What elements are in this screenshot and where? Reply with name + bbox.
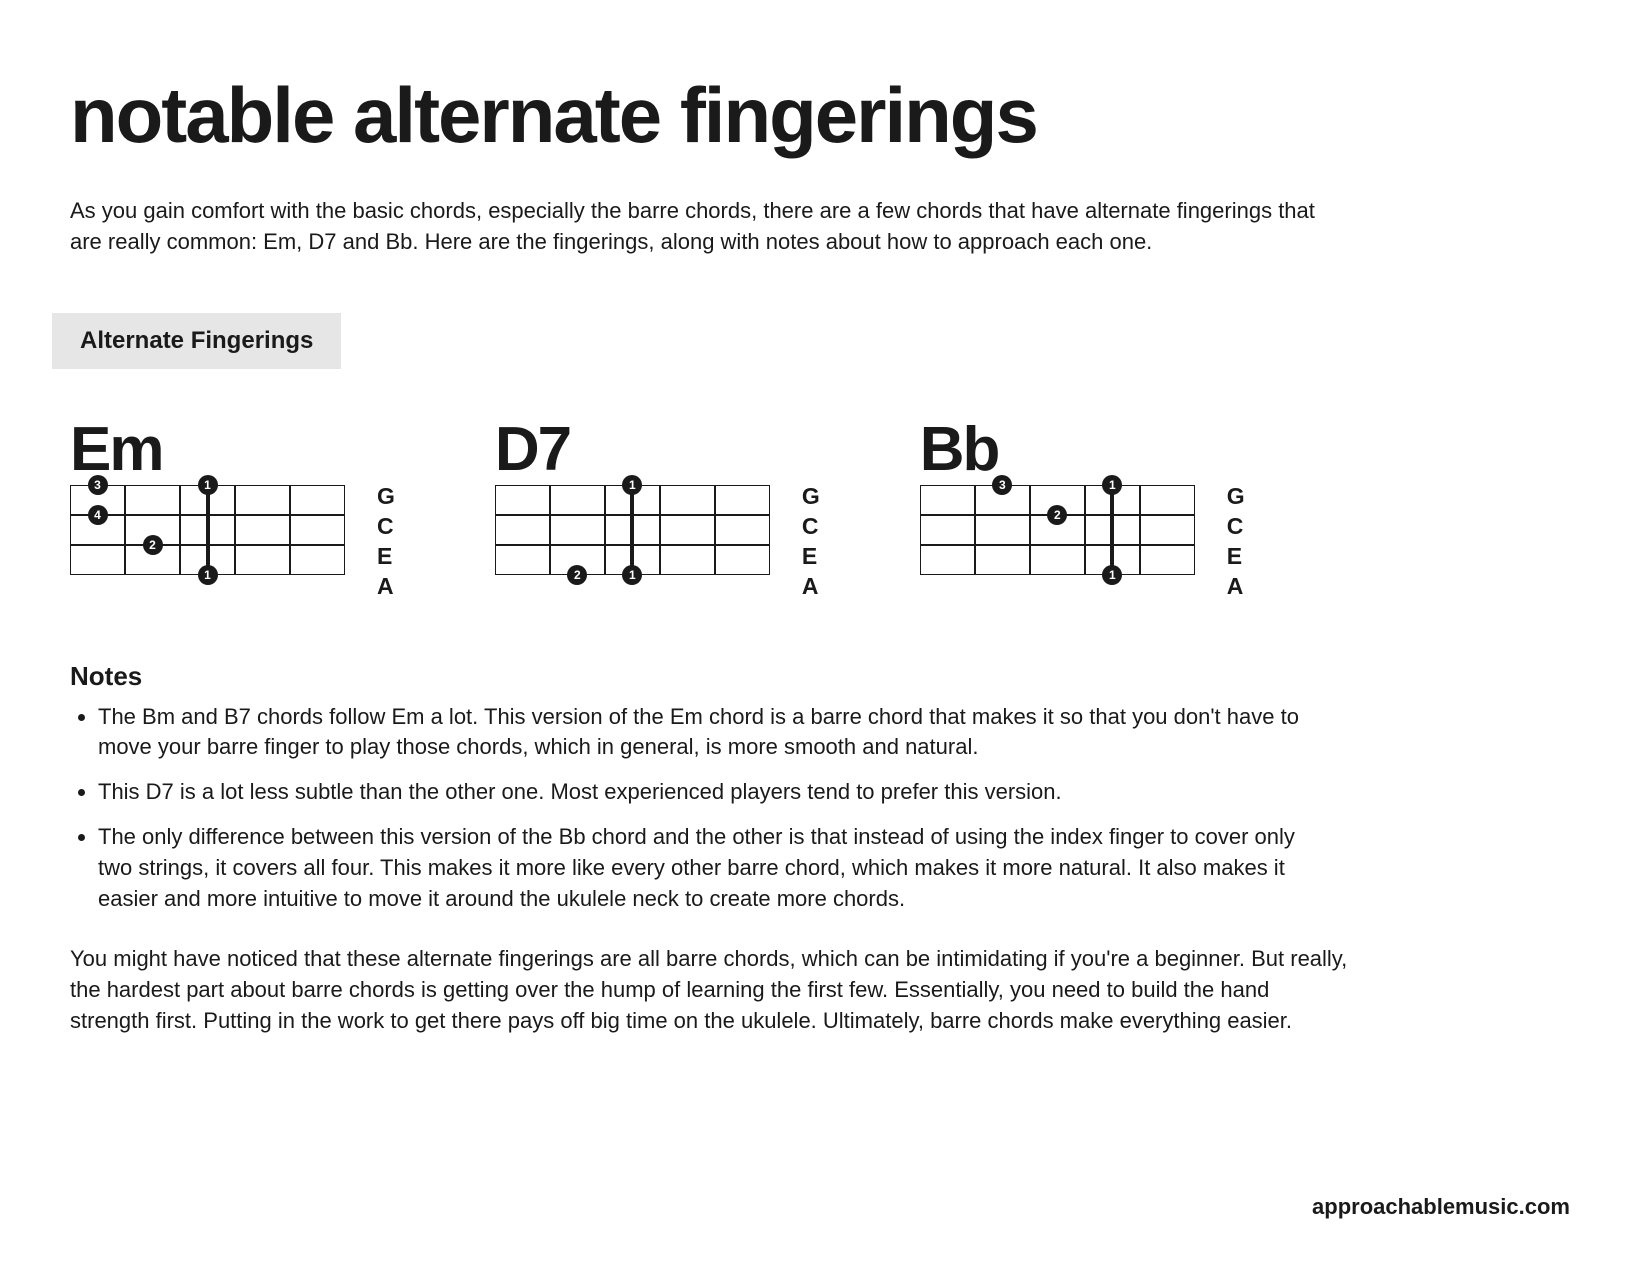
chord-name: Em (70, 419, 345, 481)
barre-line (630, 485, 634, 575)
note-item: This D7 is a lot less subtle than the ot… (98, 777, 1330, 808)
note-item: The only difference between this version… (98, 822, 1330, 914)
finger-dot: 1 (1102, 475, 1122, 495)
string-label: G (1227, 481, 1245, 511)
chords-row: Em34211GCEAD7121GCEABb3211GCEA (70, 419, 1580, 601)
note-item: The Bm and B7 chords follow Em a lot. Th… (98, 702, 1330, 764)
footer-credit: approachablemusic.com (1312, 1194, 1570, 1220)
string-labels: GCEA (377, 481, 395, 601)
closing-paragraph: You might have noticed that these altern… (70, 944, 1350, 1036)
finger-dot: 2 (567, 565, 587, 585)
chord-block: Em3 4 2 1 1 GCEA (70, 419, 395, 601)
notes-list: The Bm and B7 chords follow Em a lot. Th… (70, 702, 1330, 915)
string-label: G (377, 481, 395, 511)
string-label: C (1227, 511, 1245, 541)
section-tab: Alternate Fingerings (52, 313, 341, 369)
fretboard: 121 (495, 485, 770, 575)
finger-dot: 1 (622, 565, 642, 585)
barre-line (206, 485, 210, 575)
fretboard: 3211 (920, 485, 1195, 575)
string-label: E (802, 541, 820, 571)
finger-dot: 3 (992, 475, 1012, 495)
chord-block: D7121GCEA (495, 419, 820, 601)
string-label: A (377, 571, 395, 601)
notes-heading: Notes (70, 661, 1580, 692)
string-label: A (802, 571, 820, 601)
finger-dot: 2 (1047, 505, 1067, 525)
finger-dot: 2 (143, 535, 163, 555)
finger-dot: 3 (88, 475, 108, 495)
chord-name: Bb (920, 419, 1195, 481)
string-label: C (802, 511, 820, 541)
intro-paragraph: As you gain comfort with the basic chord… (70, 196, 1320, 258)
string-label: E (1227, 541, 1245, 571)
string-label: E (377, 541, 395, 571)
finger-dot: 1 (1102, 565, 1122, 585)
page-title: notable alternate fingerings (70, 70, 1580, 161)
chord-name: D7 (495, 419, 770, 481)
string-labels: GCEA (802, 481, 820, 601)
string-label: A (1227, 571, 1245, 601)
fretboard: 34211 (70, 485, 345, 575)
string-labels: GCEA (1227, 481, 1245, 601)
barre-line (1110, 485, 1114, 575)
string-label: G (802, 481, 820, 511)
finger-dot: 1 (198, 565, 218, 585)
chord-block: Bb3211GCEA (920, 419, 1245, 601)
finger-dot: 4 (88, 505, 108, 525)
string-label: C (377, 511, 395, 541)
finger-dot: 1 (198, 475, 218, 495)
finger-dot: 1 (622, 475, 642, 495)
